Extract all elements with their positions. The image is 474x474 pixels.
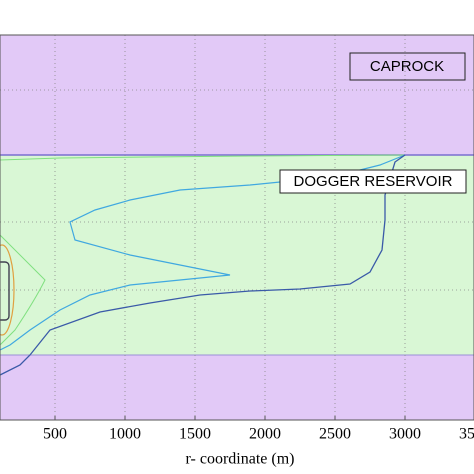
x-tick-label: 1000 bbox=[109, 426, 141, 443]
annotation-box bbox=[279, 169, 467, 194]
lower-layer bbox=[0, 355, 474, 420]
annotation: DOGGER RESERVOIR bbox=[294, 173, 453, 190]
x-tick-label: 2000 bbox=[249, 426, 281, 443]
x-tick-label: 1500 bbox=[179, 426, 211, 443]
x-tick-label: 3500 bbox=[459, 426, 474, 443]
contour bbox=[0, 154, 406, 161]
plot-area bbox=[0, 35, 474, 420]
contour bbox=[0, 234, 46, 346]
caprock-layer bbox=[0, 35, 474, 155]
plot-frame bbox=[0, 34, 474, 421]
contour bbox=[0, 261, 10, 321]
x-tick-label: 3000 bbox=[389, 426, 421, 443]
contour bbox=[0, 244, 15, 336]
annotation: CAPROCK bbox=[370, 58, 444, 75]
x-axis-label: r- coordinate (m) bbox=[186, 451, 295, 468]
contour bbox=[0, 154, 406, 376]
annotation-box bbox=[349, 52, 466, 81]
x-tick-label: 2500 bbox=[319, 426, 351, 443]
x-tick-label: 500 bbox=[43, 426, 67, 443]
